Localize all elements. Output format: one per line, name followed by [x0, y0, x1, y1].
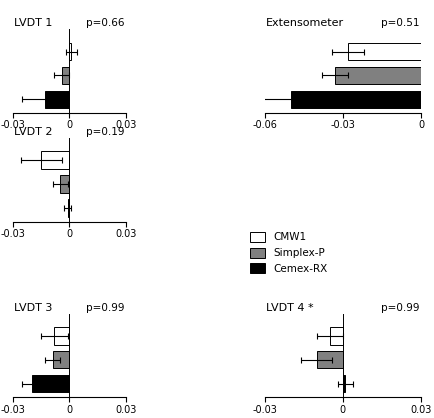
Bar: [317, 351, 343, 368]
Bar: [330, 327, 343, 344]
Text: p=0.99: p=0.99: [381, 303, 419, 313]
Text: p=0.66: p=0.66: [86, 18, 125, 28]
Bar: [32, 375, 69, 393]
Bar: [68, 199, 69, 217]
Text: LVDT 2: LVDT 2: [14, 127, 53, 137]
Bar: [69, 43, 71, 60]
Text: Extensometer: Extensometer: [266, 18, 345, 28]
Bar: [335, 67, 421, 84]
Bar: [45, 91, 69, 108]
Text: p=0.51: p=0.51: [381, 18, 419, 28]
Text: p=0.99: p=0.99: [86, 303, 125, 313]
Bar: [54, 327, 69, 344]
Bar: [62, 67, 69, 84]
Text: LVDT 3: LVDT 3: [14, 303, 53, 313]
Bar: [60, 176, 69, 193]
Legend: CMW1, Simplex-P, Cemex-RX: CMW1, Simplex-P, Cemex-RX: [250, 232, 327, 274]
Text: LVDT 1: LVDT 1: [14, 18, 53, 28]
Text: LVDT 4 *: LVDT 4 *: [266, 303, 314, 313]
Bar: [343, 375, 345, 393]
Bar: [291, 91, 421, 108]
Bar: [348, 43, 421, 60]
Bar: [41, 151, 69, 169]
Text: p=0.19: p=0.19: [86, 127, 125, 137]
Bar: [53, 351, 69, 368]
